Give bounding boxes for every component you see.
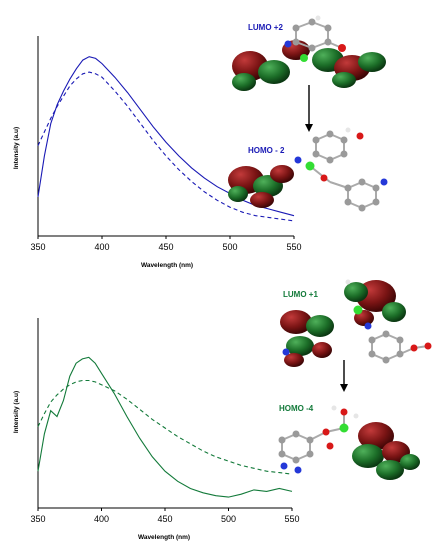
transition-arrow-top [305, 85, 313, 132]
homo-label-bottom: HOMO -4 [279, 404, 314, 413]
x-tick-label: 500 [222, 242, 237, 252]
x-tick-label: 550 [284, 514, 299, 524]
series-line-solid [37, 356, 293, 498]
transition-arrow-bottom [340, 360, 348, 392]
x-axis-ticks: 350 400 450 500 550 [30, 508, 300, 524]
x-tick-label: 400 [94, 242, 109, 252]
x-tick-label: 350 [30, 514, 45, 524]
series-group [37, 356, 293, 498]
x-tick-label: 350 [30, 242, 45, 252]
series-line-dashed [37, 379, 293, 475]
x-tick-label: 550 [286, 242, 301, 252]
homo-label-top: HOMO - 2 [248, 146, 285, 155]
y-axis-title: Intensity (a.u) [13, 127, 20, 169]
molecule-lumo-plus-1 [280, 279, 432, 367]
x-tick-label: 450 [157, 514, 172, 524]
series-line-dashed [37, 71, 295, 222]
x-axis-ticks: 350 400 450 500 550 [30, 236, 302, 252]
x-axis-title: Wavelength (nm) [141, 262, 193, 269]
x-axis-title: Wavelength (nm) [138, 534, 190, 541]
chart-axes [37, 318, 292, 509]
molecule-homo-minus-4 [278, 405, 420, 480]
lumo-label-top: LUMO +2 [248, 23, 283, 32]
x-tick-label: 500 [221, 514, 236, 524]
emission-chart-bottom: 350 400 450 500 550 Wavelength (nm) Intensit… [13, 318, 300, 541]
x-tick-label: 400 [94, 514, 109, 524]
lumo-label-bottom: LUMO +1 [283, 290, 318, 299]
emission-chart-top: 350 400 450 500 550 Wavelength (nm) Intensit… [13, 36, 302, 269]
molecule-lumo-plus-2 [232, 15, 386, 91]
molecule-homo-minus-2 [228, 127, 388, 212]
y-axis-title: Intensity (a.u) [13, 391, 20, 433]
x-tick-label: 450 [158, 242, 173, 252]
